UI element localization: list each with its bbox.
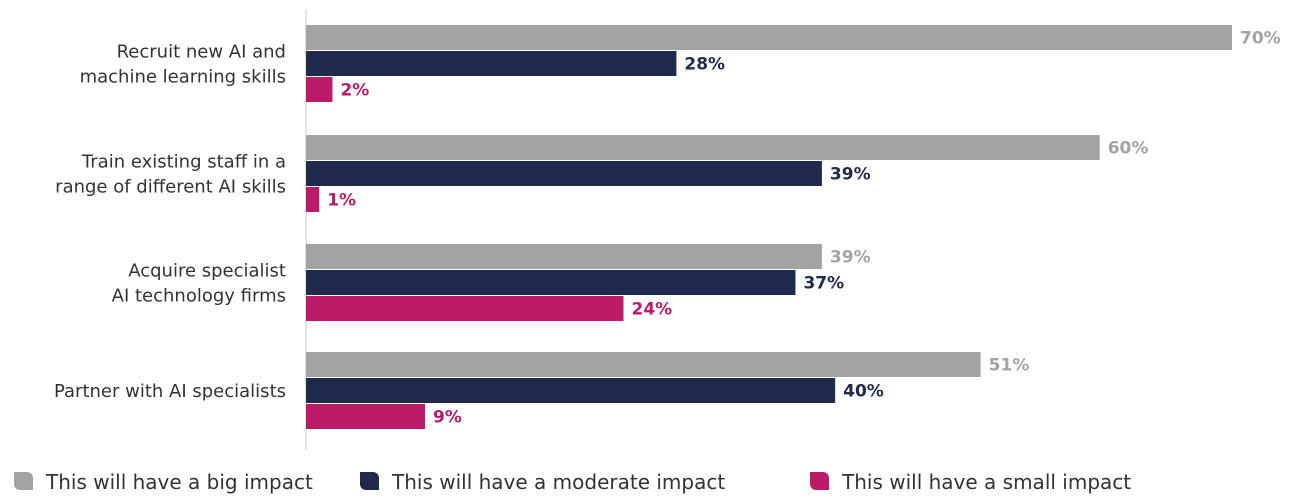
data-label: 2% <box>340 81 369 101</box>
bar <box>306 135 1100 160</box>
legend-label: This will have a moderate impact <box>391 470 725 494</box>
category-label: Partner with AI specialists <box>54 381 286 402</box>
category-label: machine learning skills <box>80 67 286 88</box>
data-label: 70% <box>1240 29 1281 49</box>
bar <box>306 51 677 76</box>
data-label: 39% <box>830 165 871 185</box>
category-label: range of different AI skills <box>55 177 286 198</box>
bar <box>306 161 822 186</box>
bar <box>306 378 836 403</box>
data-label: 37% <box>803 274 844 294</box>
bar <box>306 352 981 377</box>
bar <box>306 77 333 102</box>
legend-label: This will have a big impact <box>45 470 313 494</box>
bar <box>306 187 320 212</box>
category-label: AI technology firms <box>112 286 286 307</box>
data-label: 60% <box>1108 139 1149 159</box>
category-label: Train existing staff in a <box>81 152 286 173</box>
bar <box>306 244 822 269</box>
legend-swatch <box>360 472 379 490</box>
category-label: Acquire specialist <box>128 261 286 282</box>
data-label: 9% <box>433 408 462 428</box>
bar <box>306 404 426 429</box>
bar <box>306 25 1232 50</box>
data-label: 24% <box>631 300 672 320</box>
data-label: 28% <box>684 55 725 75</box>
bar <box>306 270 796 295</box>
legend-swatch <box>810 472 829 490</box>
legend-swatch <box>14 472 33 490</box>
data-label: 51% <box>989 356 1030 376</box>
data-label: 40% <box>843 382 884 402</box>
legend-label: This will have a small impact <box>841 470 1131 494</box>
data-label: 39% <box>830 248 871 268</box>
data-label: 1% <box>327 191 356 211</box>
bar <box>306 296 624 321</box>
category-label: Recruit new AI and <box>117 42 286 63</box>
